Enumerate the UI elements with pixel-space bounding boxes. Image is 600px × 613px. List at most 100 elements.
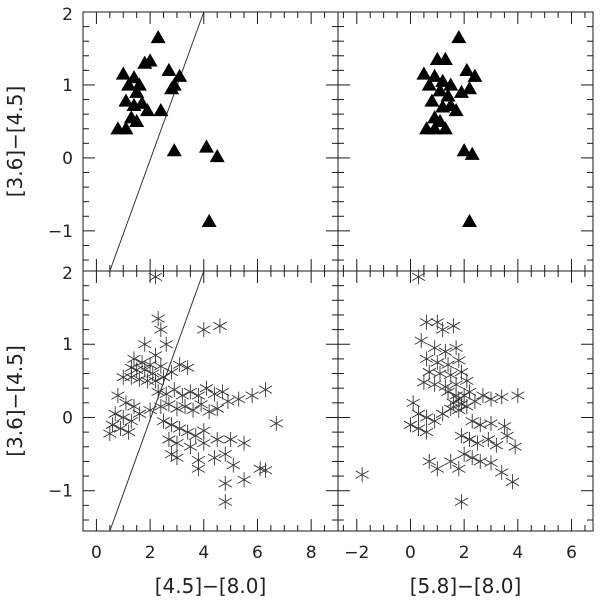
data-point-asterisk <box>484 415 498 431</box>
data-point-asterisk <box>253 461 267 477</box>
x-tick-label: 4 <box>198 543 209 563</box>
data-point-asterisk <box>419 351 434 367</box>
data-point-asterisk <box>411 269 426 285</box>
data-point-asterisk <box>269 415 283 431</box>
data-point-triangle <box>456 143 472 157</box>
data-point-asterisk <box>473 453 487 469</box>
data-point-asterisk <box>218 475 232 491</box>
data-point-asterisk <box>207 386 222 402</box>
data-point-asterisk <box>207 450 222 466</box>
data-point-asterisk <box>159 336 173 352</box>
data-point-asterisk <box>355 467 369 483</box>
data-point-asterisk <box>470 435 485 451</box>
data-point-triangle <box>432 83 448 97</box>
data-point-asterisk <box>186 402 200 418</box>
data-point-triangle <box>139 102 155 117</box>
data-point-asterisk <box>132 406 147 422</box>
data-point-asterisk <box>484 455 498 471</box>
y-axis-label: [3.6]−[4.5] <box>3 86 27 198</box>
data-point-asterisk <box>154 398 168 414</box>
data-point-asterisk <box>422 453 436 469</box>
x-tick-label: 8 <box>306 543 317 563</box>
panel-frame <box>337 270 594 532</box>
data-point-asterisk <box>446 395 461 411</box>
data-point-triangle <box>153 102 169 117</box>
data-point-asterisk <box>116 369 130 385</box>
data-point-asterisk <box>138 336 152 352</box>
data-point-asterisk <box>237 472 251 488</box>
data-point-triangle <box>166 143 182 157</box>
data-point-asterisk <box>473 417 487 433</box>
data-point-asterisk <box>441 384 455 400</box>
data-point-asterisk <box>452 461 466 477</box>
data-point-asterisk <box>146 366 160 382</box>
x-tick-label: −2 <box>344 543 369 563</box>
data-point-asterisk <box>419 424 434 440</box>
data-point-asterisk <box>433 366 447 382</box>
data-point-asterisk <box>457 388 471 404</box>
data-point-triangle <box>421 77 437 91</box>
data-point-asterisk <box>143 357 157 373</box>
data-point-triangle <box>201 213 217 228</box>
data-point-asterisk <box>438 344 453 360</box>
data-point-triangle <box>462 81 478 95</box>
reference-line <box>109 270 205 532</box>
data-point-asterisk <box>111 388 125 404</box>
data-point-asterisk <box>129 362 144 378</box>
data-point-asterisk <box>231 391 246 407</box>
data-point-triangle <box>166 77 182 91</box>
panel-frame <box>337 11 594 272</box>
data-point-asterisk <box>417 374 431 390</box>
data-point-asterisk <box>103 426 117 442</box>
data-point-asterisk <box>500 428 514 444</box>
y-tick-label: 1 <box>62 76 73 96</box>
data-point-triangle <box>129 113 145 128</box>
panel-bottom-right: −2 0 2 4 6 [5.8]−[8.0] <box>337 269 594 598</box>
data-point-asterisk <box>135 355 149 371</box>
data-point-triangle <box>118 93 134 107</box>
data-point-asterisk <box>221 393 235 409</box>
data-point-asterisk <box>435 322 450 338</box>
x-tick-label: 6 <box>252 543 263 563</box>
y-tick-label: 2 <box>62 5 73 25</box>
data-point-asterisk <box>172 420 187 436</box>
data-point-asterisk <box>210 431 224 447</box>
data-point-asterisk <box>419 409 434 425</box>
data-point-asterisk <box>411 420 426 436</box>
x-tick-label: 4 <box>512 543 523 563</box>
data-point-asterisk <box>245 388 259 404</box>
data-point-triangle <box>115 66 131 80</box>
data-point-triangle <box>424 93 440 107</box>
data-point-asterisk <box>430 355 445 371</box>
data-point-asterisk <box>258 382 273 398</box>
data-point-asterisk <box>148 373 163 389</box>
panel-top-right <box>337 11 594 272</box>
y-tick-label: 0 <box>62 149 73 169</box>
data-point-asterisk <box>170 401 184 417</box>
y-axis-label: [3.6]−[4.5] <box>3 345 27 457</box>
data-point-asterisk <box>495 389 509 405</box>
data-point-triangle <box>443 77 459 91</box>
data-point-triangle <box>198 139 214 153</box>
data-point-asterisk <box>495 464 509 480</box>
x-axis-label: [5.8]−[8.0] <box>410 574 522 598</box>
data-point-asterisk <box>414 333 428 349</box>
data-point-asterisk <box>462 431 477 447</box>
data-point-asterisk <box>191 461 206 477</box>
data-point-asterisk <box>430 314 445 330</box>
data-point-triangle <box>129 84 145 98</box>
data-point-asterisk <box>508 439 522 455</box>
panel-frame <box>82 11 339 272</box>
data-point-asterisk <box>164 364 179 380</box>
data-point-asterisk <box>191 388 206 404</box>
data-point-asterisk <box>183 384 198 400</box>
data-point-asterisk <box>449 340 463 356</box>
data-point-asterisk <box>127 398 141 414</box>
y-tick-label: 2 <box>62 264 73 284</box>
data-point-asterisk <box>419 314 434 330</box>
data-point-triangle <box>437 121 453 135</box>
data-point-asterisk <box>162 431 176 447</box>
data-point-asterisk <box>167 382 181 398</box>
data-point-asterisk <box>127 351 141 367</box>
data-point-asterisk <box>178 398 192 414</box>
